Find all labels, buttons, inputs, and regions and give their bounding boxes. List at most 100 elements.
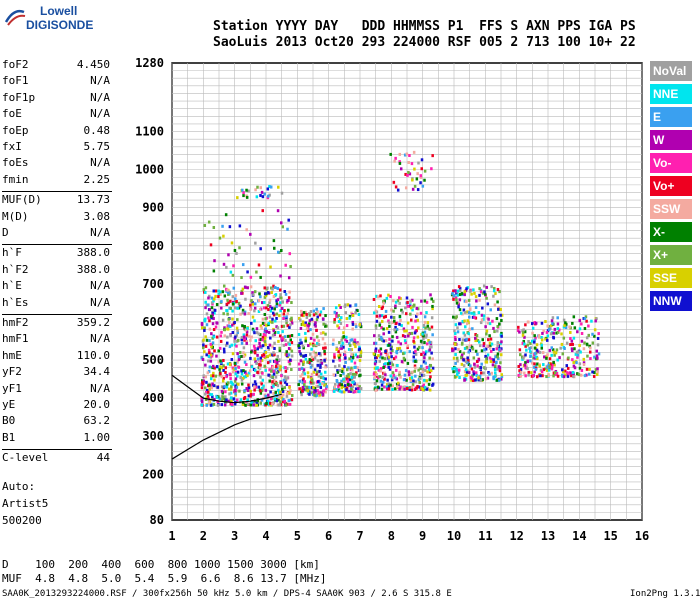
echo-point: [231, 352, 235, 356]
echo-point: [384, 362, 387, 366]
echo-point: [390, 315, 393, 319]
echo-point: [324, 324, 327, 328]
echo-point: [374, 388, 378, 392]
echo-point: [463, 378, 466, 382]
echo-point: [585, 336, 589, 340]
x-tick-label: 7: [356, 529, 363, 543]
echo-point: [221, 398, 224, 402]
echo-point: [287, 276, 291, 280]
echo-point: [519, 353, 522, 357]
echo-point: [596, 336, 600, 340]
echo-point: [211, 364, 215, 368]
echo-point: [538, 364, 541, 368]
param-row: B0 63.2: [2, 414, 112, 430]
echo-point: [243, 310, 247, 314]
echo-point: [276, 209, 280, 213]
param-row: foF1p N/A: [2, 91, 112, 107]
echo-point: [216, 403, 220, 407]
echo-point: [254, 385, 258, 389]
param-value: 388.0: [76, 246, 110, 260]
echo-point: [353, 338, 357, 342]
echo-point: [466, 319, 469, 323]
echo-point: [278, 368, 282, 372]
echo-point: [430, 325, 434, 329]
echo-point: [427, 338, 430, 342]
echo-point: [311, 363, 314, 367]
y-tick-label: 500: [142, 353, 164, 367]
echo-point: [288, 252, 292, 256]
echo-point: [279, 293, 282, 297]
echo-point: [249, 392, 253, 396]
echo-point: [279, 365, 282, 369]
y-tick-label: 80: [150, 513, 164, 527]
echo-point: [346, 379, 350, 383]
echo-point: [217, 292, 221, 296]
echo-point: [337, 384, 340, 388]
echo-point: [425, 365, 429, 369]
echo-point: [551, 321, 554, 325]
logo-line2: DIGISONDE: [26, 18, 94, 32]
echo-point: [269, 403, 273, 407]
echo-point: [480, 362, 483, 366]
echo-point: [561, 370, 565, 374]
echo-point: [398, 160, 401, 164]
echo-point: [305, 327, 309, 331]
echo-point: [587, 324, 590, 328]
echo-point: [465, 300, 468, 304]
echo-point: [211, 322, 215, 326]
echo-point: [461, 341, 464, 345]
echo-point: [540, 321, 544, 325]
echo-point: [264, 388, 268, 392]
echo-point: [389, 152, 392, 156]
echo-point: [389, 347, 393, 351]
echo-point: [259, 275, 262, 279]
echo-point: [565, 341, 569, 345]
param-value: N/A: [90, 279, 110, 293]
echo-point: [219, 292, 222, 296]
echo-point: [593, 371, 596, 375]
echo-point: [345, 317, 349, 321]
echo-point: [209, 353, 213, 357]
echo-point: [477, 358, 481, 362]
echo-point: [455, 291, 458, 295]
param-row: h`F2 388.0: [2, 263, 112, 279]
echo-point: [561, 352, 565, 356]
echo-point: [410, 376, 414, 380]
echo-point: [271, 320, 274, 324]
echo-point: [257, 385, 261, 389]
echo-point: [471, 347, 475, 351]
legend-entry: NNE: [650, 84, 692, 104]
echo-point: [345, 388, 348, 392]
echo-point: [595, 373, 599, 377]
echo-point: [589, 357, 592, 361]
echo-point: [285, 394, 289, 398]
legend-entry: SSE: [650, 268, 692, 288]
echo-point: [229, 380, 233, 384]
echo-point: [406, 173, 409, 177]
echo-point: [496, 341, 500, 345]
echo-point: [268, 343, 272, 347]
echo-point: [208, 294, 211, 298]
param-label: h`F2: [2, 262, 29, 276]
echo-point: [539, 374, 542, 378]
echo-point: [546, 353, 549, 357]
echo-point: [223, 350, 226, 354]
echo-point: [549, 332, 553, 336]
echo-point: [259, 389, 262, 393]
echo-point: [248, 369, 252, 373]
echo-point: [569, 371, 572, 375]
echo-point: [575, 361, 578, 365]
echo-point: [550, 365, 554, 369]
echo-point: [324, 314, 327, 318]
echo-point: [530, 322, 534, 326]
echo-point: [580, 339, 584, 343]
echo-point: [404, 186, 408, 190]
echo-point: [312, 385, 315, 389]
echo-point: [312, 309, 316, 313]
echo-point: [468, 289, 472, 293]
echo-point: [206, 394, 210, 398]
echo-point: [316, 341, 319, 345]
echo-point: [224, 390, 227, 394]
echo-point: [432, 299, 435, 303]
echo-point: [236, 331, 240, 335]
